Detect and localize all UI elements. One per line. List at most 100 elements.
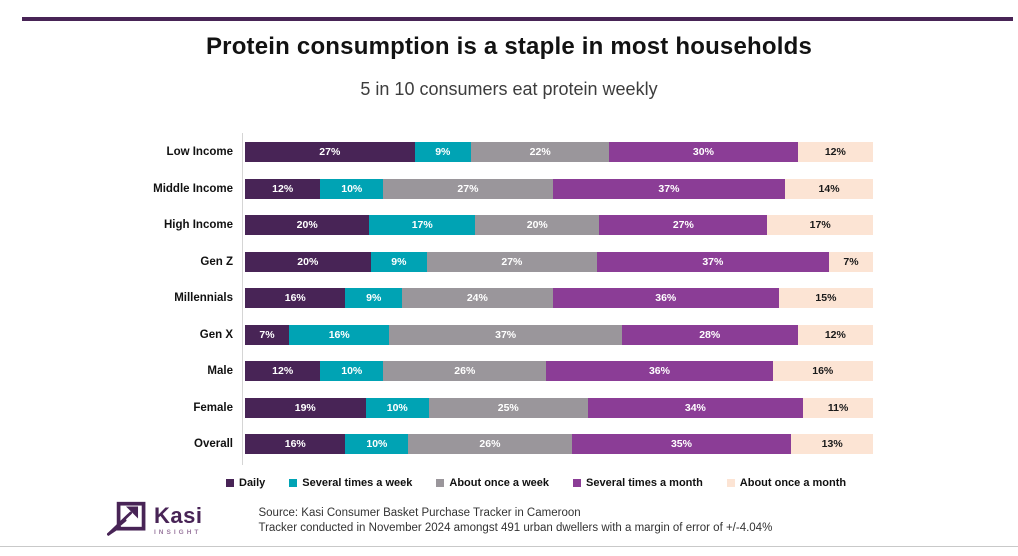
bar-segment-several-times-a-week: 10%	[365, 397, 429, 418]
bar-segment-about-once-a-week: 20%	[475, 215, 600, 235]
bar-stack: 16% 9% 24% 36% 15%	[245, 288, 873, 308]
bar-segment-daily: 19%	[245, 397, 366, 418]
bar-segment-several-times-a-month: 27%	[599, 215, 768, 235]
category-label: Middle Income	[153, 182, 233, 195]
bar-segment-value: 12%	[824, 146, 846, 158]
bar-segment-value: 36%	[648, 365, 670, 377]
bar-segment-value: 20%	[297, 255, 319, 268]
chart-subtitle: 5 in 10 consumers eat protein weekly	[360, 79, 658, 99]
bar-segment-several-times-a-month: 37%	[552, 178, 786, 199]
bar-segment-several-times-a-week: 9%	[370, 251, 428, 272]
bar-segment-value: 20%	[296, 219, 318, 231]
bar-segment-value: 37%	[495, 328, 517, 341]
category-label: Male	[207, 365, 233, 377]
bottom-divider	[0, 546, 1018, 547]
logo-tagline: INSIGHT	[154, 529, 202, 537]
bar-segment-about-once-a-month: 14%	[785, 178, 873, 199]
bar-segment-value: 9%	[435, 146, 451, 158]
bar-segment-about-once-a-month: 12%	[797, 142, 873, 162]
bar-segment-several-times-a-month: 36%	[552, 288, 779, 308]
bar-segment-daily: 16%	[245, 434, 346, 454]
source-line-1: Source: Kasi Consumer Basket Purchase Tr…	[258, 507, 581, 519]
bar-row-high-income: High Income 20% 17% 20% 27% 17%	[0, 215, 880, 235]
bar-segment-value: 27%	[457, 182, 479, 195]
bar-segment-value: 7%	[843, 255, 859, 268]
bar-segment-value: 13%	[821, 438, 843, 450]
bar-stack: 20% 17% 20% 27% 17%	[245, 215, 873, 235]
bar-segment-daily: 12%	[245, 178, 321, 199]
bar-segment-value: 19%	[294, 401, 316, 414]
logo-text: Kasi INSIGHT	[154, 505, 202, 537]
bar-segment-about-once-a-month: 16%	[772, 361, 873, 381]
bar-segment-value: 16%	[284, 292, 306, 304]
bar-segment-value: 16%	[284, 438, 306, 450]
bar-segment-value: 27%	[672, 219, 694, 231]
bar-segment-about-once-a-month: 11%	[803, 397, 873, 418]
legend-item-daily: Daily	[226, 477, 265, 489]
logo-brand: Kasi	[154, 503, 203, 529]
bar-segment-about-once-a-week: 27%	[383, 178, 553, 199]
bar-segment-several-times-a-month: 35%	[571, 434, 792, 454]
top-divider	[22, 17, 1013, 21]
bar-segment-daily: 27%	[245, 142, 415, 162]
legend-item-several-times-a-week: Several times a week	[289, 477, 412, 489]
bar-segment-daily: 7%	[245, 324, 289, 345]
bar-segment-value: 16%	[812, 365, 834, 377]
legend-swatch-icon	[289, 479, 298, 487]
kasi-logo: Kasi INSIGHT	[105, 500, 202, 542]
legend-label: Daily	[239, 477, 266, 489]
legend-swatch-icon	[436, 479, 445, 487]
bar-row-middle-income: Middle Income 12% 10% 27% 37% 14%	[0, 178, 880, 199]
bar-segment-value: 10%	[386, 401, 408, 414]
bar-segment-value: 36%	[655, 292, 677, 304]
chart-rows: Low Income 27% 9% 22% 30% 12% Middle Income 12%…	[0, 142, 880, 454]
category-label: Female	[193, 401, 233, 414]
bar-segment-several-times-a-week: 10%	[320, 178, 384, 199]
bar-segment-value: 26%	[479, 438, 501, 450]
footer: Kasi INSIGHT Source: Kasi Consumer Baske…	[105, 500, 772, 542]
bar-segment-value: 27%	[501, 255, 523, 268]
bar-segment-about-once-a-month: 12%	[797, 324, 873, 345]
bar-segment-several-times-a-week: 9%	[345, 288, 402, 308]
bar-segment-several-times-a-month: 34%	[587, 397, 804, 418]
bar-segment-value: 28%	[699, 328, 721, 341]
category-label: Gen X	[199, 328, 233, 341]
bar-stack: 12% 10% 26% 36% 16%	[245, 361, 873, 381]
bar-segment-several-times-a-week: 10%	[320, 361, 384, 381]
legend-item-several-times-a-month: Several times a month	[573, 477, 703, 489]
bar-segment-value: 15%	[815, 292, 837, 304]
source-line-2: Tracker conducted in November 2024 among…	[258, 521, 773, 534]
bar-segment-about-once-a-week: 26%	[383, 361, 547, 381]
bar-segment-value: 17%	[809, 219, 831, 231]
source-note: Source: Kasi Consumer Basket Purchase Tr…	[258, 500, 772, 535]
bar-segment-value: 27%	[319, 146, 341, 158]
bar-segment-daily: 12%	[245, 361, 321, 381]
legend-label: Several times a month	[586, 477, 703, 489]
bar-segment-several-times-a-week: 10%	[345, 434, 409, 454]
stacked-bar-chart: Low Income 27% 9% 22% 30% 12% Middle Income 12%…	[0, 142, 880, 454]
bar-segment-about-once-a-week: 37%	[389, 324, 622, 345]
bar-segment-several-times-a-week: 9%	[414, 142, 472, 162]
bar-segment-about-once-a-week: 24%	[402, 288, 553, 308]
bar-segment-about-once-a-month: 7%	[829, 251, 873, 272]
bar-segment-value: 9%	[391, 255, 407, 268]
bar-row-gen-z: Gen Z 20% 9% 27% 37% 7%	[0, 251, 880, 272]
bar-stack: 12% 10% 27% 37% 14%	[245, 178, 873, 199]
bar-row-low-income: Low Income 27% 9% 22% 30% 12%	[0, 142, 880, 162]
bar-segment-about-once-a-month: 15%	[778, 288, 873, 308]
category-label: Gen Z	[200, 255, 233, 268]
bar-segment-value: 35%	[670, 438, 692, 450]
bar-segment-value: 34%	[684, 401, 706, 414]
bar-stack: 20% 9% 27% 37% 7%	[245, 251, 873, 272]
bar-segment-value: 12%	[272, 365, 294, 377]
legend-label: Several times a week	[302, 477, 413, 489]
bar-segment-daily: 20%	[245, 215, 370, 235]
bar-segment-value: 22%	[529, 146, 551, 158]
bar-segment-value: 12%	[824, 328, 846, 341]
bar-row-overall: Overall 16% 10% 26% 35% 13%	[0, 434, 880, 454]
bar-segment-value: 30%	[692, 146, 714, 158]
bar-row-gen-x: Gen X 7% 16% 37% 28% 12%	[0, 324, 880, 345]
legend-label: About once a month	[739, 477, 847, 489]
bar-stack: 19% 10% 25% 34% 11%	[245, 397, 873, 418]
